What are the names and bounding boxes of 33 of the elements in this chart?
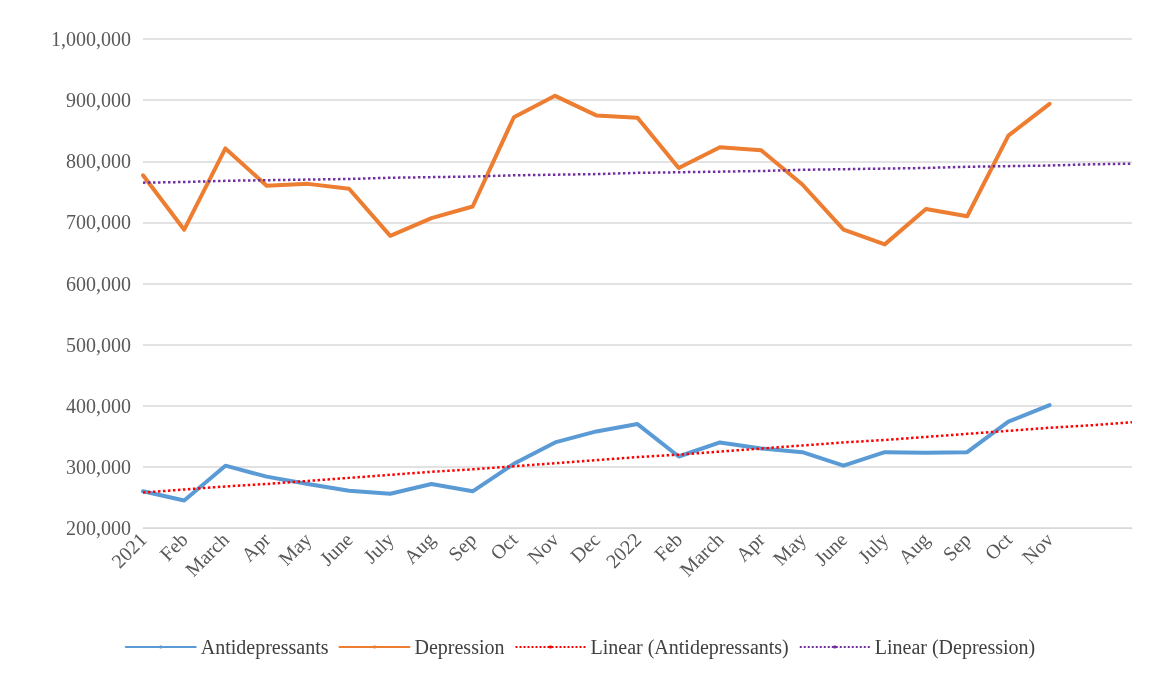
x-tick-label: Dec	[565, 528, 605, 567]
x-tick-label: Aug	[893, 528, 935, 569]
x-tick-label: Aug	[399, 528, 440, 569]
y-tick-label: 300,000	[66, 455, 131, 478]
y-tick-label: 800,000	[66, 150, 131, 173]
x-tick-label: July	[358, 528, 399, 569]
x-tick-label: May	[274, 528, 317, 571]
y-tick-label: 900,000	[66, 89, 131, 112]
y-tick-label: 500,000	[66, 333, 131, 356]
x-tick-label: June	[315, 528, 357, 570]
legend-label: Antidepressants	[200, 636, 329, 659]
y-tick-label: 400,000	[66, 394, 131, 417]
line-series	[141, 403, 1052, 503]
line-series	[141, 93, 1052, 247]
x-tick-label: Apr	[236, 527, 276, 567]
legend-label: Linear (Antidepressants)	[590, 636, 789, 659]
x-tick-label: Sep	[938, 528, 976, 566]
x-tick-label: June	[809, 528, 852, 570]
legend-label: Depression	[414, 636, 505, 659]
x-tick-label: Nov	[1017, 528, 1058, 569]
x-tick-label: Sep	[443, 528, 482, 566]
y-tick-label: 600,000	[66, 272, 131, 295]
x-tick-label: Oct	[980, 527, 1017, 565]
x-tick-label: May	[768, 528, 811, 571]
x-tick-label: Feb	[155, 528, 192, 565]
legend-label: Linear (Depression)	[874, 636, 1036, 659]
y-tick-label: 700,000	[66, 211, 131, 234]
x-tick-label: Oct	[485, 527, 522, 565]
x-tick-label: Apr	[731, 527, 770, 567]
x-tick-label: July	[853, 528, 894, 569]
y-tick-label: 1,000,000	[51, 28, 131, 50]
line-series	[141, 421, 1134, 494]
x-tick-label: Nov	[522, 528, 563, 569]
